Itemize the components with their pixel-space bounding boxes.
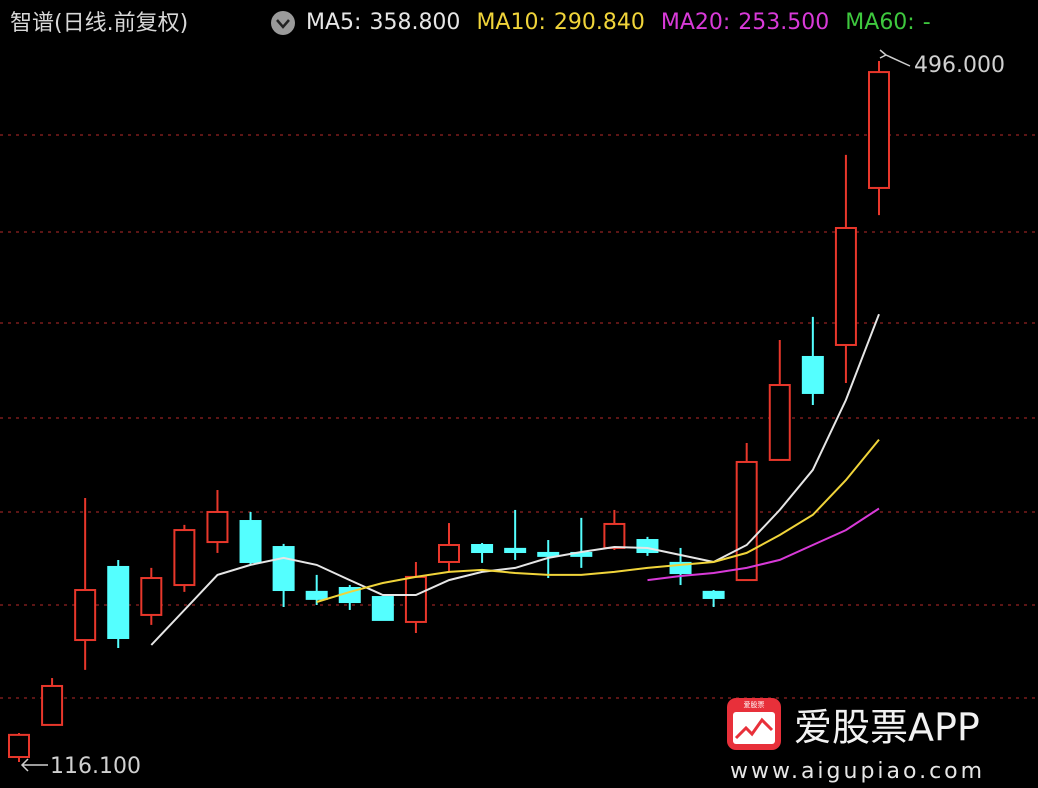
candle-body	[206, 510, 229, 544]
ma-line	[316, 438, 880, 603]
candle-body	[272, 546, 295, 592]
legend-name: MA60:	[845, 10, 914, 35]
candle-body	[438, 544, 460, 563]
candle-body	[735, 460, 758, 582]
legend-name: MA20:	[661, 10, 730, 35]
ma-line	[150, 313, 880, 646]
ma-line	[647, 507, 880, 582]
watermark: 爱股票 爱股票APP www.aigupiao.com	[727, 698, 985, 784]
watermark-title: 爱股票APP	[794, 706, 980, 750]
plot	[8, 61, 890, 762]
grid	[0, 134, 1038, 699]
candle-body	[471, 544, 494, 554]
candle-body	[636, 539, 659, 554]
candle-body	[868, 71, 890, 189]
candle-body	[239, 520, 262, 563]
legend-value: 253.500	[738, 10, 829, 35]
chart-title: 智谱(日线.前复权)	[10, 11, 188, 36]
candle-body	[41, 684, 64, 726]
candle-body	[140, 577, 163, 616]
candle-body	[107, 565, 130, 640]
dropdown-icon[interactable]	[271, 11, 295, 35]
dropdown-circle[interactable]	[271, 11, 295, 35]
candle-body	[603, 522, 626, 549]
candle-body	[669, 561, 692, 575]
legend-value: 358.800	[369, 10, 460, 35]
logo-screen	[733, 712, 775, 744]
candle-body	[768, 384, 791, 461]
high-arrow	[879, 49, 911, 67]
candle-body	[537, 551, 560, 557]
low-label: 116.100	[50, 754, 141, 779]
legend-value: -	[923, 10, 931, 35]
logo-line	[734, 717, 774, 740]
watermark-url: www.aigupiao.com	[730, 759, 985, 784]
candle-body	[834, 226, 857, 346]
candle-body	[801, 355, 824, 394]
legend-name: MA10:	[476, 10, 545, 35]
candle-body	[702, 590, 725, 599]
candle-body	[8, 733, 30, 759]
low-arrow	[20, 758, 48, 772]
candle-body	[74, 589, 97, 642]
candle-body	[504, 547, 527, 554]
legend-value: 290.840	[554, 10, 645, 35]
candle-body	[371, 596, 394, 621]
dropdown-chevron[interactable]	[276, 19, 290, 29]
candle-body	[404, 575, 427, 623]
legend: MA5: 358.800 MA10: 290.840 MA20: 253.500 MA60:…	[306, 10, 931, 35]
high-label: 496.000	[914, 53, 1005, 78]
candle-body	[305, 590, 328, 600]
legend-name: MA5:	[306, 10, 361, 35]
candle-body	[173, 529, 196, 587]
logo-text: 爱股票	[744, 701, 765, 709]
